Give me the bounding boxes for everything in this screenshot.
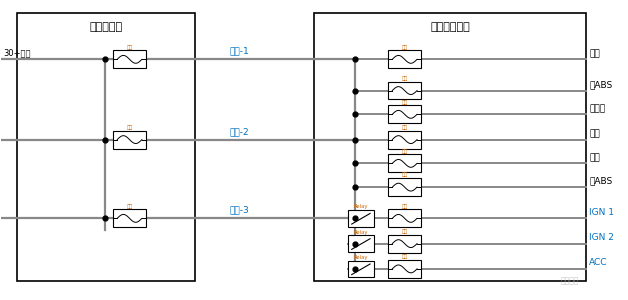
Bar — [388, 209, 421, 227]
Text: 片式: 片式 — [401, 44, 408, 50]
Text: Relay: Relay — [354, 255, 368, 260]
Text: 主ABS: 主ABS — [589, 80, 612, 89]
Text: 片式: 片式 — [401, 229, 408, 234]
Bar — [388, 235, 421, 253]
Text: 喇叭: 喇叭 — [589, 129, 600, 138]
Bar — [388, 50, 421, 68]
Text: 片式: 片式 — [401, 204, 408, 208]
Bar — [388, 105, 421, 123]
Bar — [388, 178, 421, 196]
Text: 片式: 片式 — [401, 148, 408, 154]
Text: Relay: Relay — [354, 230, 368, 235]
Text: Relay: Relay — [354, 204, 368, 209]
Text: 九章智驾: 九章智驾 — [561, 276, 580, 285]
Text: 压缩机: 压缩机 — [589, 104, 605, 113]
Bar — [388, 131, 421, 148]
Text: ACC: ACC — [589, 258, 608, 267]
Text: 电源-1: 电源-1 — [230, 47, 249, 56]
Text: 灯光: 灯光 — [589, 49, 600, 58]
Text: 熔式: 熔式 — [126, 204, 133, 208]
Bar — [314, 13, 586, 281]
Text: 片式: 片式 — [401, 100, 408, 104]
Text: 片式: 片式 — [401, 172, 408, 177]
Text: 电源-3: 电源-3 — [230, 206, 249, 215]
Bar — [17, 13, 195, 281]
Text: 驾驶室配电盒: 驾驶室配电盒 — [430, 22, 470, 32]
Bar — [348, 210, 374, 226]
Text: 片式: 片式 — [401, 125, 408, 130]
Text: IGN 2: IGN 2 — [589, 233, 614, 242]
Bar — [388, 82, 421, 100]
Bar — [348, 236, 374, 252]
Bar — [113, 209, 146, 227]
Text: 片式: 片式 — [401, 254, 408, 259]
Bar — [113, 131, 146, 148]
Text: 差ABS: 差ABS — [589, 177, 612, 186]
Text: 熔式: 熔式 — [126, 125, 133, 130]
Text: 30+输入: 30+输入 — [3, 48, 31, 57]
Text: 雨刮: 雨刮 — [589, 153, 600, 162]
Text: 片式: 片式 — [401, 76, 408, 81]
Text: 底盘配电盒: 底盘配电盒 — [90, 22, 122, 32]
Bar — [113, 50, 146, 68]
Text: 熔式: 熔式 — [126, 44, 133, 50]
Bar — [388, 260, 421, 278]
Text: IGN 1: IGN 1 — [589, 208, 614, 217]
Bar — [348, 261, 374, 277]
Text: 电源-2: 电源-2 — [230, 127, 249, 136]
Bar — [388, 154, 421, 172]
